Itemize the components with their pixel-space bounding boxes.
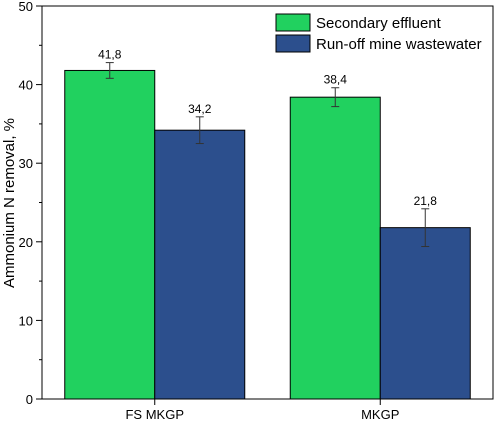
legend-swatch (275, 13, 311, 32)
legend-swatch (275, 34, 311, 53)
bar (154, 129, 246, 400)
data-label: 34,2 (188, 102, 212, 116)
y-tick-label: 50 (19, 0, 33, 14)
x-tick-label: FS MKGP (125, 407, 184, 422)
y-tick-label: 40 (19, 78, 33, 93)
y-tick-label: 20 (19, 235, 33, 250)
bar (289, 96, 381, 400)
bar (64, 69, 156, 400)
legend-label: Secondary effluent (316, 15, 442, 32)
y-tick-label: 10 (19, 313, 33, 328)
y-tick-label: 0 (26, 392, 33, 407)
data-label: 21,8 (414, 194, 438, 208)
y-axis-label: Ammonium N removal, % (1, 118, 18, 288)
y-tick-label: 30 (19, 156, 33, 171)
bar (379, 227, 471, 400)
data-label: 41,8 (98, 48, 122, 62)
data-label: 38,4 (324, 73, 348, 87)
legend: Secondary effluent Run-off mine wastewate… (275, 13, 482, 53)
x-tick-label: MKGP (361, 407, 399, 422)
legend-label: Run-off mine wastewater (316, 36, 482, 53)
plot-area: 0 10 20 30 40 50 41,8 34,2 FS MKGP 38,4 21,8 MKGP (19, 0, 494, 422)
